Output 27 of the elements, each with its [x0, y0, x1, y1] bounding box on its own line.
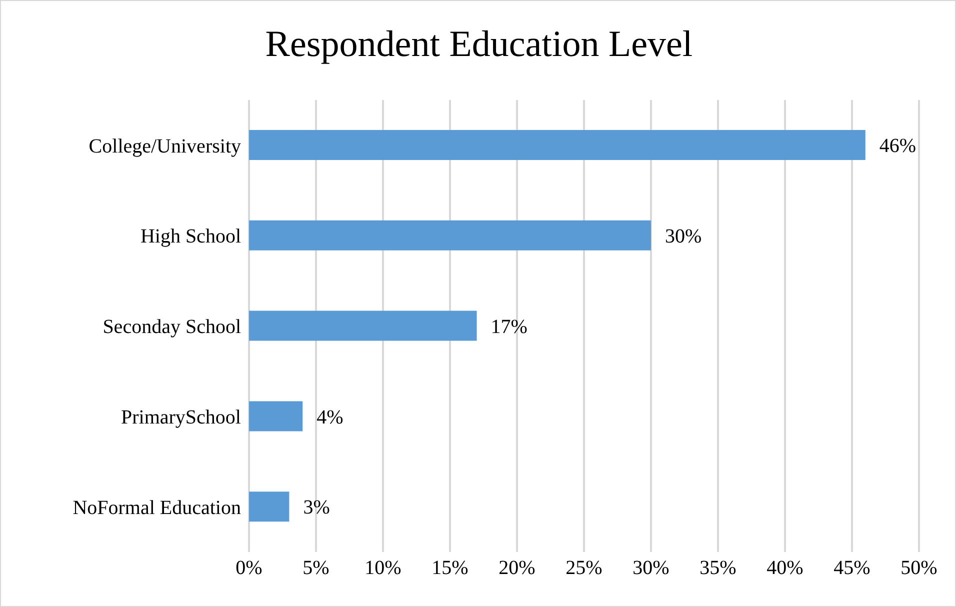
y-tick-label: PrimarySchool — [121, 406, 242, 428]
x-tick-label: 20% — [498, 557, 536, 580]
chart-title: Respondent Education Level — [264, 23, 694, 66]
bar — [249, 492, 290, 522]
x-tick-label: 0% — [236, 557, 262, 580]
bar — [249, 220, 651, 250]
y-tick-label: High School — [140, 226, 242, 248]
x-tick-label: 10% — [364, 557, 402, 580]
x-tick-label: 35% — [700, 557, 736, 580]
bar — [249, 310, 477, 341]
x-tick-label: 25% — [566, 557, 602, 580]
data-label: 46% — [879, 135, 916, 158]
x-tick-label: 15% — [432, 557, 468, 580]
data-label: 30% — [665, 226, 702, 248]
x-tick-label: 40% — [766, 557, 804, 580]
y-tick-label: NoFormal Education — [72, 496, 241, 519]
y-tick-label: College/University — [88, 135, 241, 158]
x-tick-label: 45% — [834, 557, 870, 580]
x-tick-label: 30% — [632, 557, 670, 580]
x-tick-label: 50% — [900, 557, 938, 580]
data-label: 3% — [303, 496, 330, 519]
bar — [249, 401, 303, 432]
data-label: 17% — [490, 316, 528, 338]
x-tick-label: 5% — [302, 557, 330, 580]
bar — [249, 130, 866, 160]
data-label: 4% — [316, 406, 344, 428]
y-tick-label: Seconday School — [102, 316, 242, 338]
